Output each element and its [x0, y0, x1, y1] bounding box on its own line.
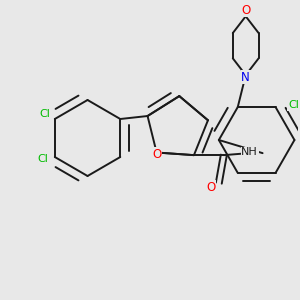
Text: Cl: Cl	[39, 109, 50, 119]
Text: Cl: Cl	[288, 100, 299, 110]
Text: O: O	[152, 148, 161, 161]
Text: O: O	[206, 181, 215, 194]
Text: NH: NH	[241, 147, 258, 157]
Text: N: N	[241, 70, 250, 84]
Text: Cl: Cl	[38, 154, 48, 164]
Text: O: O	[241, 4, 250, 17]
